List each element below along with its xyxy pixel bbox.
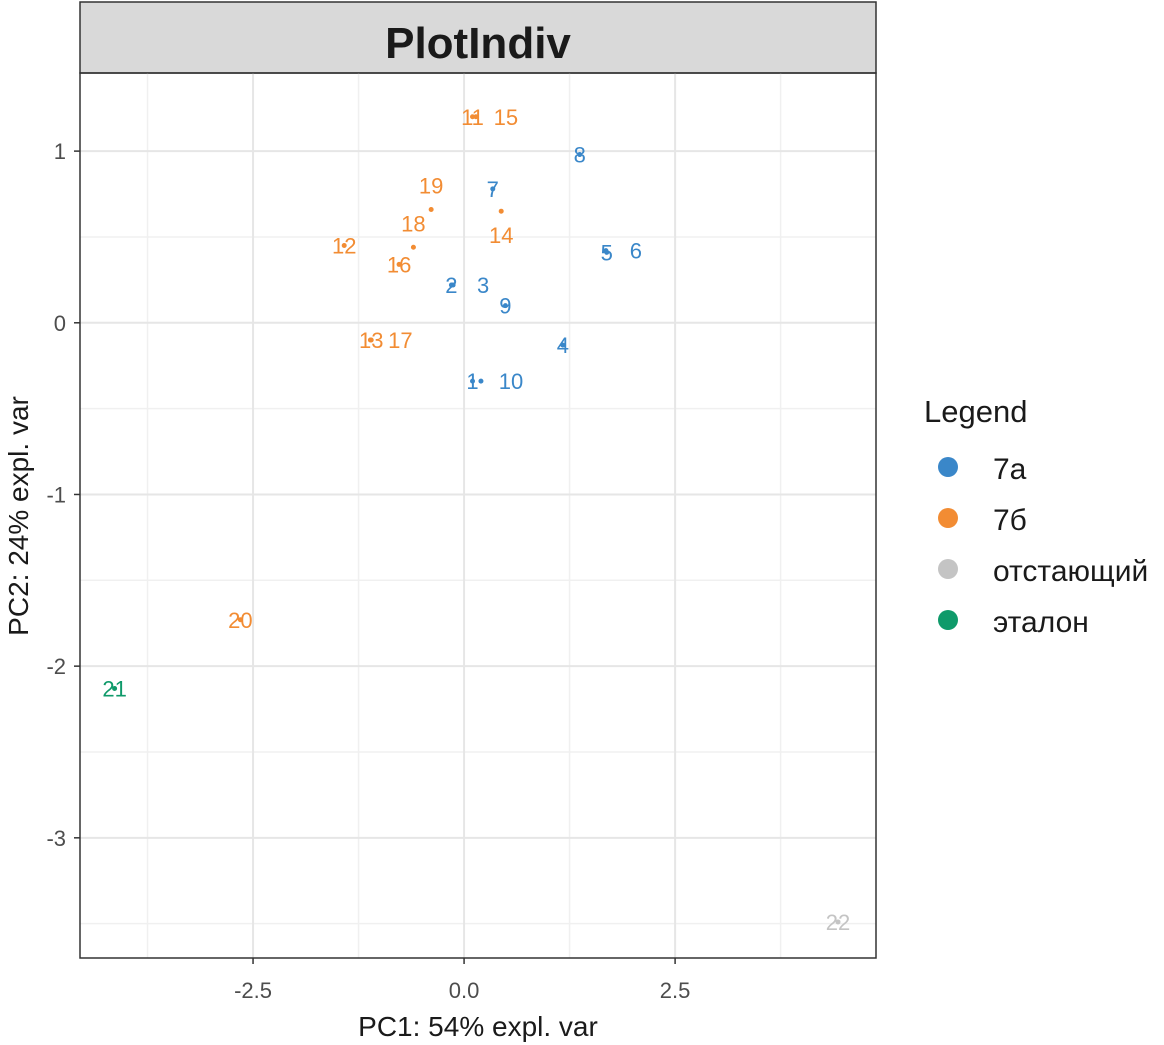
point-label-7: 7 — [487, 177, 499, 202]
plot-panel — [79, 72, 877, 959]
point-label-21: 21 — [102, 676, 126, 701]
point-label-8: 8 — [574, 143, 586, 168]
point-label-15: 15 — [494, 105, 518, 130]
legend-label: эталон — [993, 606, 1089, 639]
point-label-17: 17 — [388, 328, 412, 353]
point-marker-22 — [835, 919, 841, 925]
point-marker-4 — [560, 342, 566, 348]
y-tick-label: -1 — [46, 482, 66, 507]
point-marker-3 — [450, 282, 456, 288]
point-label-18: 18 — [401, 211, 425, 236]
legend-key-dot — [938, 457, 958, 477]
legend-label: отстающий — [993, 555, 1148, 588]
points-layer: 12345678910111213141516171819202122 — [102, 105, 850, 935]
point-marker-18 — [410, 244, 416, 250]
legend-key-dot — [938, 559, 958, 579]
point-marker-1 — [470, 378, 476, 384]
point-label-10: 10 — [499, 369, 523, 394]
y-axis-ticks: 1 0 -1 -2 -3 — [46, 139, 80, 851]
x-axis-ticks: -2.5 0.0 2.5 — [234, 958, 690, 1003]
legend-key-dot — [938, 508, 958, 528]
point-label-22: 22 — [826, 910, 850, 935]
point-marker-10 — [478, 378, 484, 384]
y-tick-label: -2 — [46, 654, 66, 679]
point-label-20: 20 — [228, 608, 252, 633]
point-label-11: 11 — [461, 105, 484, 130]
legend-label: 7а — [993, 453, 1027, 486]
x-tick-label: 2.5 — [660, 978, 691, 1003]
x-tick-label: 0.0 — [449, 978, 480, 1003]
legend: 7а 7б отстающий эталон — [938, 453, 1148, 639]
point-marker-16 — [396, 261, 402, 267]
point-marker-17 — [367, 337, 373, 343]
y-tick-label: 1 — [54, 139, 66, 164]
point-marker-14 — [498, 208, 504, 214]
point-marker-6 — [603, 248, 609, 254]
point-label-4: 4 — [557, 333, 569, 358]
x-tick-label: -2.5 — [234, 978, 272, 1003]
x-axis-label: PC1: 54% expl. var — [358, 1011, 598, 1042]
y-tick-label: 0 — [54, 311, 66, 336]
point-label-3: 3 — [477, 273, 489, 298]
legend-title: Legend — [924, 394, 1027, 429]
point-label-6: 6 — [630, 239, 642, 264]
point-label-9: 9 — [499, 294, 511, 319]
y-axis-label: PC2: 24% expl. var — [3, 396, 34, 636]
point-marker-19 — [428, 206, 434, 212]
y-tick-label: -3 — [46, 826, 66, 851]
chart-title: PlotIndiv — [385, 19, 571, 68]
point-label-12: 12 — [332, 234, 356, 259]
grid — [80, 73, 876, 958]
legend-key-dot — [938, 610, 958, 630]
point-marker-9 — [502, 303, 508, 309]
point-marker-20 — [237, 617, 243, 623]
point-marker-15 — [473, 114, 479, 120]
point-label-19: 19 — [419, 173, 443, 198]
point-marker-8 — [577, 152, 583, 158]
point-marker-21 — [112, 685, 118, 691]
title-strip — [79, 1, 877, 74]
point-marker-12 — [341, 243, 347, 249]
point-label-16: 16 — [387, 252, 411, 277]
point-label-1: 1 — [466, 369, 478, 394]
legend-label: 7б — [993, 504, 1027, 537]
point-marker-7 — [490, 186, 496, 192]
point-label-14: 14 — [489, 223, 513, 248]
